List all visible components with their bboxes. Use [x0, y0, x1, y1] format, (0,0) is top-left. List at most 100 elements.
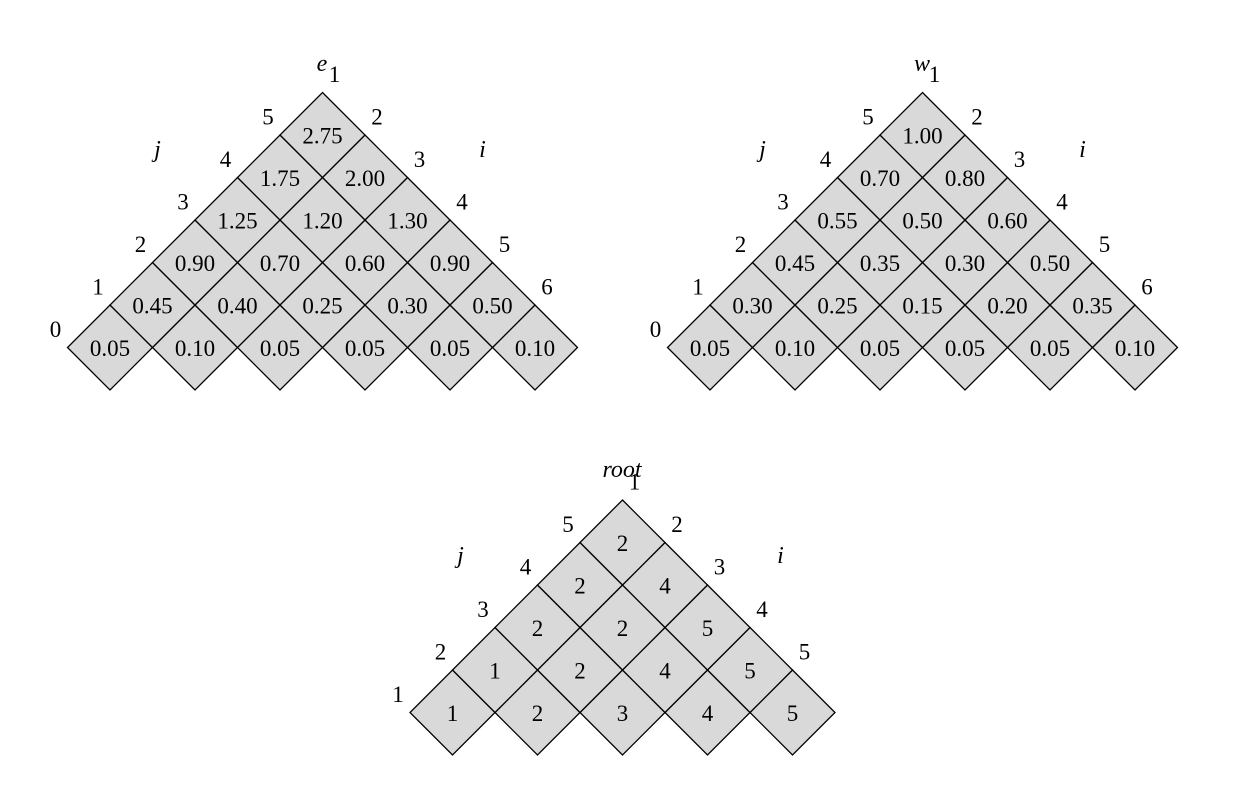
table-w: 0.05 0.10 0.05 0.05 0.05 0.100.30 0.25 0.15 0.20… — [650, 51, 1179, 391]
j-index-label: 1 — [692, 275, 704, 300]
cell-value: 5 — [702, 616, 714, 641]
j-index-label: 5 — [562, 512, 574, 537]
i-index-label: 1 — [629, 470, 641, 495]
cell-value: 0.70 — [860, 166, 900, 191]
cell-value: 0.05 — [690, 336, 730, 361]
cell-value: 2.00 — [345, 166, 385, 191]
table-cell: 1.00 — [879, 91, 966, 179]
i-index-label: 2 — [371, 105, 383, 130]
cell-value: 0.90 — [175, 251, 215, 276]
i-index-label: 4 — [1056, 190, 1068, 215]
j-index-label: 4 — [220, 147, 232, 172]
j-axis-label: j — [756, 137, 766, 163]
cell-value: 0.35 — [1072, 294, 1112, 319]
table-cell: 2 — [579, 499, 666, 586]
cell-value: 0.30 — [387, 294, 427, 319]
cell-value: 0.10 — [775, 336, 815, 361]
cell-value: 1.25 — [217, 209, 257, 234]
j-index-label: 3 — [777, 190, 789, 215]
cell-value: 0.15 — [902, 294, 942, 319]
table-e: 0.05 0.10 0.05 0.05 0.05 0.100.45 0.40 0.25 0.30… — [50, 51, 579, 391]
j-axis-label: j — [151, 137, 161, 163]
cell-value: 4 — [659, 659, 671, 684]
cell-value: 0.30 — [732, 294, 772, 319]
cell-value: 2 — [574, 574, 586, 599]
cell-value: 0.60 — [987, 209, 1027, 234]
cell-value: 2 — [617, 531, 629, 556]
table-cell: 2.75 — [279, 91, 366, 179]
j-index-label: 4 — [520, 555, 532, 580]
cell-value: 4 — [702, 701, 714, 726]
cell-value: 0.60 — [345, 251, 385, 276]
cell-value: 0.10 — [515, 336, 555, 361]
i-index-label: 3 — [1014, 147, 1026, 172]
j-index-label: 5 — [862, 105, 874, 130]
cell-value: 0.10 — [175, 336, 215, 361]
j-index-label: 4 — [820, 147, 832, 172]
i-index-label: 4 — [456, 190, 468, 215]
i-axis-label: i — [777, 543, 784, 569]
cell-value: 0.25 — [302, 294, 342, 319]
cell-value: 0.05 — [345, 336, 385, 361]
i-index-label: 3 — [414, 147, 426, 172]
cell-value: 4 — [659, 574, 671, 599]
cell-value: 0.25 — [817, 294, 857, 319]
cell-value: 3 — [617, 701, 629, 726]
i-index-label: 5 — [1099, 232, 1111, 257]
cell-value: 1.75 — [260, 166, 300, 191]
i-axis-label: i — [479, 137, 486, 163]
cell-value: 0.05 — [430, 336, 470, 361]
i-index-label: 5 — [499, 232, 511, 257]
i-index-label: 3 — [714, 555, 726, 580]
cell-value: 2.75 — [302, 124, 342, 149]
j-index-label: 1 — [92, 275, 104, 300]
i-index-label: 4 — [756, 597, 768, 622]
i-index-label: 6 — [541, 275, 553, 300]
table-title: w — [914, 51, 930, 77]
i-axis-label: i — [1079, 137, 1086, 163]
cell-value: 0.05 — [260, 336, 300, 361]
cell-diamond — [279, 91, 366, 179]
cell-value: 0.50 — [472, 294, 512, 319]
cell-value: 2 — [532, 701, 544, 726]
cell-value: 0.05 — [945, 336, 985, 361]
cell-value: 0.45 — [775, 251, 815, 276]
table-root: 1 2 3 4 5 1 2 4 5 2 2 5 2 4 2 1 2 3 4 5 1 2 3 4 5 root j i — [392, 457, 836, 756]
table-title: root — [602, 457, 642, 483]
cell-value: 1.20 — [302, 209, 342, 234]
cell-value: 2 — [574, 659, 586, 684]
cell-value: 0.05 — [1030, 336, 1070, 361]
j-index-label: 1 — [392, 682, 404, 707]
i-index-label: 5 — [799, 640, 811, 665]
cell-value: 0.45 — [132, 294, 172, 319]
cell-value: 0.50 — [1030, 251, 1070, 276]
cell-value: 0.80 — [945, 166, 985, 191]
cell-value: 0.70 — [260, 251, 300, 276]
i-index-label: 1 — [929, 62, 941, 87]
cell-value: 0.05 — [860, 336, 900, 361]
cell-value: 0.50 — [902, 209, 942, 234]
i-index-label: 2 — [971, 105, 983, 130]
i-index-label: 6 — [1141, 275, 1153, 300]
j-index-label: 2 — [735, 232, 747, 257]
cell-value: 0.05 — [90, 336, 130, 361]
j-index-label: 3 — [177, 190, 189, 215]
cell-value: 1.30 — [387, 209, 427, 234]
j-index-label: 2 — [135, 232, 147, 257]
table-title: e — [317, 51, 328, 77]
cell-value: 2 — [532, 616, 544, 641]
cell-value: 0.35 — [860, 251, 900, 276]
i-index-label: 1 — [329, 62, 341, 87]
cell-value: 5 — [744, 659, 756, 684]
cell-value: 5 — [787, 701, 799, 726]
cell-value: 0.40 — [217, 294, 257, 319]
j-index-label: 0 — [50, 317, 62, 342]
cell-value: 0.90 — [430, 251, 470, 276]
cell-value: 0.20 — [987, 294, 1027, 319]
cell-diamond — [579, 499, 666, 586]
cell-value: 0.55 — [817, 209, 857, 234]
cell-value: 1 — [447, 701, 459, 726]
cell-value: 1 — [489, 659, 501, 684]
cell-value: 2 — [617, 616, 629, 641]
